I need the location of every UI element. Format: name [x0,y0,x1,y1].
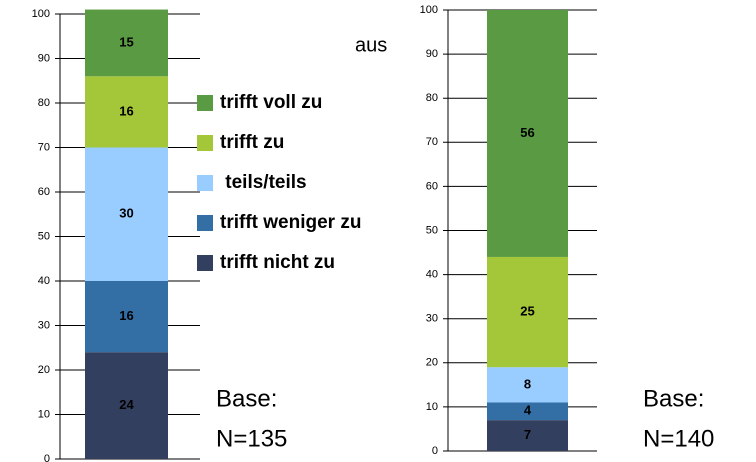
legend-swatch [197,95,213,111]
bar-segment [487,10,568,257]
value-label: 25 [520,304,534,319]
y-tick-label: 10 [426,401,438,413]
y-tick-label: 40 [426,269,438,281]
legend-label: trifft nicht zu [220,252,335,273]
value-label: 7 [524,427,531,442]
y-tick-label: 100 [32,8,50,20]
bar-segment [487,402,568,421]
legend-swatch [197,215,213,231]
base-annotation: N=140 [643,425,714,452]
legend-swatch [197,175,213,191]
y-tick-label: 10 [38,408,50,420]
legend-label: trifft zu [220,132,284,153]
base-annotation: Base: [216,385,277,412]
bar-segment [85,352,168,459]
legend-swatch [197,255,213,271]
y-tick-label: 60 [38,186,50,198]
y-tick-label: 70 [426,136,438,148]
value-label: 15 [119,34,133,49]
y-tick-label: 20 [426,357,438,369]
title-fragment: aus [355,34,387,56]
legend-label: teils/teils [220,172,307,193]
base-annotation: N=135 [216,425,287,452]
bar-segment [487,367,568,403]
y-tick-label: 60 [426,180,438,192]
y-tick-label: 90 [38,52,50,64]
value-label: 4 [524,403,532,418]
bar-segment [85,9,168,77]
y-tick-label: 50 [426,224,438,236]
y-tick-label: 40 [38,275,50,287]
legend-label: trifft weniger zu [220,212,361,233]
y-tick-label: 0 [44,453,50,462]
bar-segment [85,76,168,148]
y-tick-label: 90 [426,48,438,60]
bar-segment [85,147,168,281]
legend-label: trifft voll zu [220,92,322,113]
y-tick-label: 100 [420,4,438,16]
base-annotation: Base: [643,385,704,412]
y-tick-label: 50 [38,230,50,242]
y-tick-label: 80 [426,92,438,104]
y-tick-label: 80 [38,97,50,109]
y-tick-label: 30 [426,313,438,325]
bar-segment [487,420,568,451]
value-label: 30 [119,206,133,221]
value-label: 24 [119,397,134,412]
legend-swatch [197,135,213,151]
y-tick-label: 70 [38,141,50,153]
y-tick-label: 30 [38,319,50,331]
y-tick-label: 0 [432,445,438,457]
bar-segment [85,281,168,353]
value-label: 8 [524,376,531,391]
value-label: 16 [119,308,133,323]
bar-segment [487,256,568,368]
value-label: 56 [520,125,534,140]
y-tick-label: 20 [38,364,50,376]
value-label: 16 [119,103,133,118]
